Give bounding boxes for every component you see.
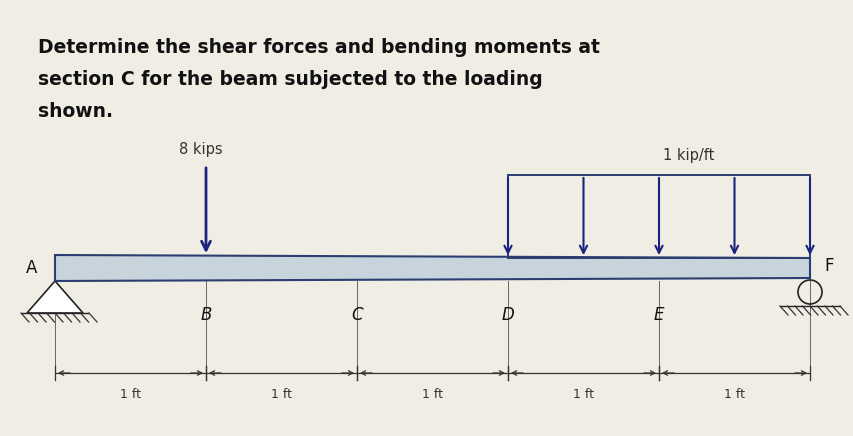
Text: 1 ft: 1 ft [572,388,594,401]
Text: D: D [501,306,514,324]
Polygon shape [27,281,83,313]
Text: section C for the beam subjected to the loading: section C for the beam subjected to the … [38,70,543,89]
Text: shown.: shown. [38,102,113,121]
Text: 1 ft: 1 ft [120,388,141,401]
Text: Determine the shear forces and bending moments at: Determine the shear forces and bending m… [38,38,599,57]
Text: 1 kip/ft: 1 kip/ft [663,148,714,163]
Text: F: F [823,257,833,275]
Text: 1 ft: 1 ft [421,388,443,401]
Text: E: E [653,306,664,324]
Text: 8 kips: 8 kips [179,142,223,157]
Text: C: C [351,306,363,324]
Text: 1 ft: 1 ft [723,388,744,401]
Text: 1 ft: 1 ft [270,388,292,401]
Polygon shape [55,255,809,281]
Text: B: B [200,306,212,324]
Text: A: A [26,259,37,277]
